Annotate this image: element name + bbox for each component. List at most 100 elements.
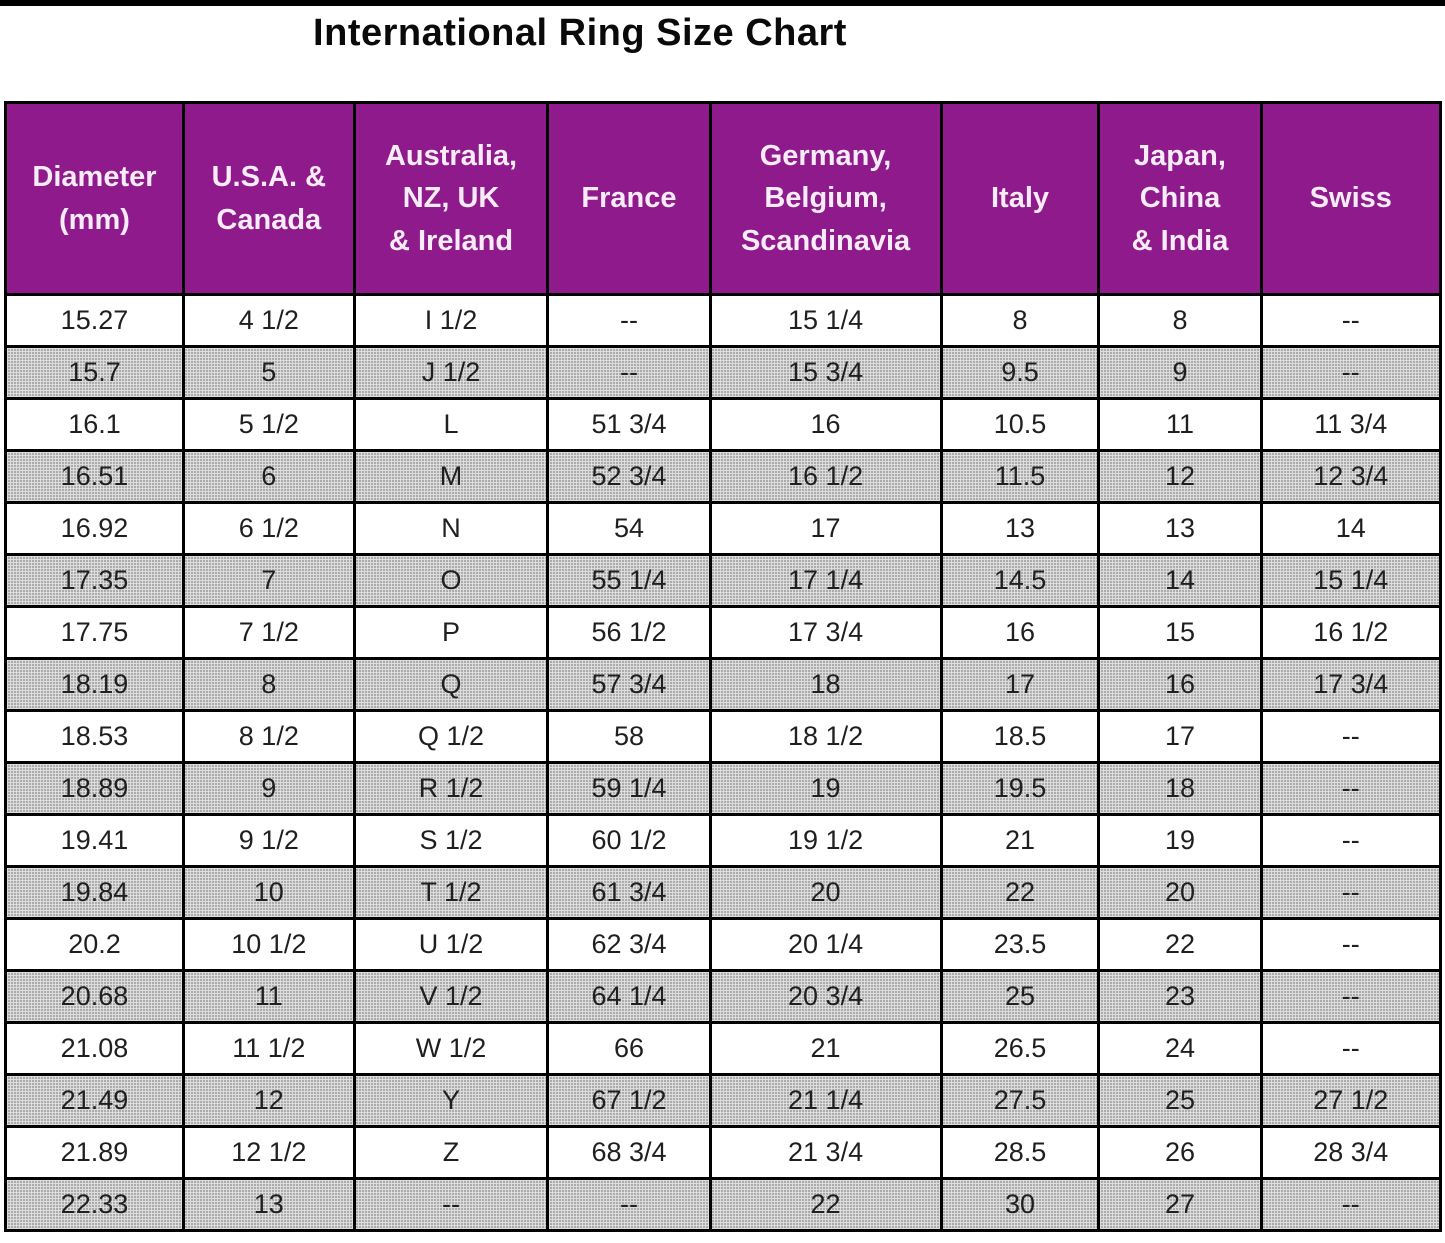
cell-italy: 27.5 xyxy=(939,1073,1101,1128)
cell-france: 56 1/2 xyxy=(546,605,712,660)
cell-swiss: -- xyxy=(1259,709,1443,764)
cell-japan-china-india: 15 xyxy=(1097,605,1263,660)
cell-australia-nz-uk-ireland: -- xyxy=(352,1177,550,1232)
cell-italy: 26.5 xyxy=(939,1021,1101,1076)
cell-usa-canada: 5 1/2 xyxy=(181,397,356,452)
cell-australia-nz-uk-ireland: J 1/2 xyxy=(352,345,550,400)
cell-australia-nz-uk-ireland: V 1/2 xyxy=(352,969,550,1024)
cell-swiss: 16 1/2 xyxy=(1259,605,1443,660)
cell-swiss: -- xyxy=(1259,761,1443,816)
cell-italy: 18.5 xyxy=(939,709,1101,764)
cell-usa-canada: 9 xyxy=(181,761,356,816)
header-row: Diameter (mm) U.S.A. & Canada Australia,… xyxy=(4,101,1443,296)
cell-swiss: -- xyxy=(1259,1021,1443,1076)
cell-germany-belgium-scandinavia: 18 1/2 xyxy=(708,709,943,764)
cell-japan-china-india: 24 xyxy=(1097,1021,1263,1076)
column-header-swiss: Swiss xyxy=(1259,101,1443,296)
cell-australia-nz-uk-ireland: U 1/2 xyxy=(352,917,550,972)
cell-usa-canada: 7 1/2 xyxy=(181,605,356,660)
cell-usa-canada: 4 1/2 xyxy=(181,293,356,348)
cell-italy: 8 xyxy=(939,293,1101,348)
column-header-france: France xyxy=(546,101,712,296)
cell-diameter-mm: 20.68 xyxy=(4,969,185,1024)
cell-diameter-mm: 21.89 xyxy=(4,1125,185,1180)
cell-france: 58 xyxy=(546,709,712,764)
cell-germany-belgium-scandinavia: 20 xyxy=(708,865,943,920)
cell-italy: 13 xyxy=(939,501,1101,556)
cell-france: -- xyxy=(546,345,712,400)
cell-germany-belgium-scandinavia: 19 xyxy=(708,761,943,816)
cell-japan-china-india: 22 xyxy=(1097,917,1263,972)
cell-australia-nz-uk-ireland: Q 1/2 xyxy=(352,709,550,764)
cell-diameter-mm: 16.51 xyxy=(4,449,185,504)
cell-france: 60 1/2 xyxy=(546,813,712,868)
cell-italy: 11.5 xyxy=(939,449,1101,504)
cell-france: 52 3/4 xyxy=(546,449,712,504)
cell-usa-canada: 12 xyxy=(181,1073,356,1128)
cell-italy: 9.5 xyxy=(939,345,1101,400)
cell-australia-nz-uk-ireland: P xyxy=(352,605,550,660)
cell-diameter-mm: 19.84 xyxy=(4,865,185,920)
cell-germany-belgium-scandinavia: 21 xyxy=(708,1021,943,1076)
table-row: 19.84 10 T 1/2 61 3/4 20 22 20 -- xyxy=(4,865,1443,920)
cell-germany-belgium-scandinavia: 17 1/4 xyxy=(708,553,943,608)
cell-australia-nz-uk-ireland: M xyxy=(352,449,550,504)
table-row: 16.1 5 1/2 L 51 3/4 16 10.5 11 11 3/4 xyxy=(4,397,1443,452)
cell-swiss: 11 3/4 xyxy=(1259,397,1443,452)
cell-italy: 17 xyxy=(939,657,1101,712)
cell-italy: 21 xyxy=(939,813,1101,868)
cell-germany-belgium-scandinavia: 15 1/4 xyxy=(708,293,943,348)
table-row: 15.27 4 1/2 I 1/2 -- 15 1/4 8 8 -- xyxy=(4,293,1443,348)
cell-swiss: 14 xyxy=(1259,501,1443,556)
cell-swiss: 15 1/4 xyxy=(1259,553,1443,608)
table-row: 20.2 10 1/2 U 1/2 62 3/4 20 1/4 23.5 22 -- xyxy=(4,917,1443,972)
cell-diameter-mm: 17.75 xyxy=(4,605,185,660)
cell-japan-china-india: 18 xyxy=(1097,761,1263,816)
cell-germany-belgium-scandinavia: 17 3/4 xyxy=(708,605,943,660)
cell-diameter-mm: 22.33 xyxy=(4,1177,185,1232)
cell-japan-china-india: 9 xyxy=(1097,345,1263,400)
cell-italy: 28.5 xyxy=(939,1125,1101,1180)
ring-size-table: Diameter (mm) U.S.A. & Canada Australia,… xyxy=(4,101,1443,1232)
table-row: 18.53 8 1/2 Q 1/2 58 18 1/2 18.5 17 -- xyxy=(4,709,1443,764)
cell-usa-canada: 6 xyxy=(181,449,356,504)
cell-germany-belgium-scandinavia: 15 3/4 xyxy=(708,345,943,400)
table-row: 18.19 8 Q 57 3/4 18 17 16 17 3/4 xyxy=(4,657,1443,712)
cell-france: 67 1/2 xyxy=(546,1073,712,1128)
cell-diameter-mm: 15.27 xyxy=(4,293,185,348)
cell-france: 62 3/4 xyxy=(546,917,712,972)
cell-germany-belgium-scandinavia: 18 xyxy=(708,657,943,712)
cell-france: 57 3/4 xyxy=(546,657,712,712)
table-header: Diameter (mm) U.S.A. & Canada Australia,… xyxy=(4,101,1443,296)
cell-france: 68 3/4 xyxy=(546,1125,712,1180)
column-header-germany-belgium-scandinavia: Germany, Belgium, Scandinavia xyxy=(708,101,943,296)
cell-australia-nz-uk-ireland: Q xyxy=(352,657,550,712)
cell-germany-belgium-scandinavia: 20 3/4 xyxy=(708,969,943,1024)
cell-japan-china-india: 25 xyxy=(1097,1073,1263,1128)
cell-italy: 16 xyxy=(939,605,1101,660)
table-row: 17.35 7 O 55 1/4 17 1/4 14.5 14 15 1/4 xyxy=(4,553,1443,608)
cell-usa-canada: 7 xyxy=(181,553,356,608)
cell-diameter-mm: 18.19 xyxy=(4,657,185,712)
cell-france: 64 1/4 xyxy=(546,969,712,1024)
cell-usa-canada: 8 xyxy=(181,657,356,712)
table-row: 22.33 13 -- -- 22 30 27 -- xyxy=(4,1177,1443,1232)
cell-usa-canada: 11 1/2 xyxy=(181,1021,356,1076)
table-row: 19.41 9 1/2 S 1/2 60 1/2 19 1/2 21 19 -- xyxy=(4,813,1443,868)
cell-australia-nz-uk-ireland: S 1/2 xyxy=(352,813,550,868)
cell-diameter-mm: 18.53 xyxy=(4,709,185,764)
cell-japan-china-india: 11 xyxy=(1097,397,1263,452)
cell-swiss: 17 3/4 xyxy=(1259,657,1443,712)
cell-italy: 30 xyxy=(939,1177,1101,1232)
cell-germany-belgium-scandinavia: 20 1/4 xyxy=(708,917,943,972)
cell-germany-belgium-scandinavia: 19 1/2 xyxy=(708,813,943,868)
cell-usa-canada: 5 xyxy=(181,345,356,400)
cell-swiss: 12 3/4 xyxy=(1259,449,1443,504)
cell-france: 59 1/4 xyxy=(546,761,712,816)
cell-japan-china-india: 27 xyxy=(1097,1177,1263,1232)
cell-usa-canada: 10 1/2 xyxy=(181,917,356,972)
cell-swiss: 28 3/4 xyxy=(1259,1125,1443,1180)
cell-australia-nz-uk-ireland: R 1/2 xyxy=(352,761,550,816)
cell-australia-nz-uk-ireland: I 1/2 xyxy=(352,293,550,348)
